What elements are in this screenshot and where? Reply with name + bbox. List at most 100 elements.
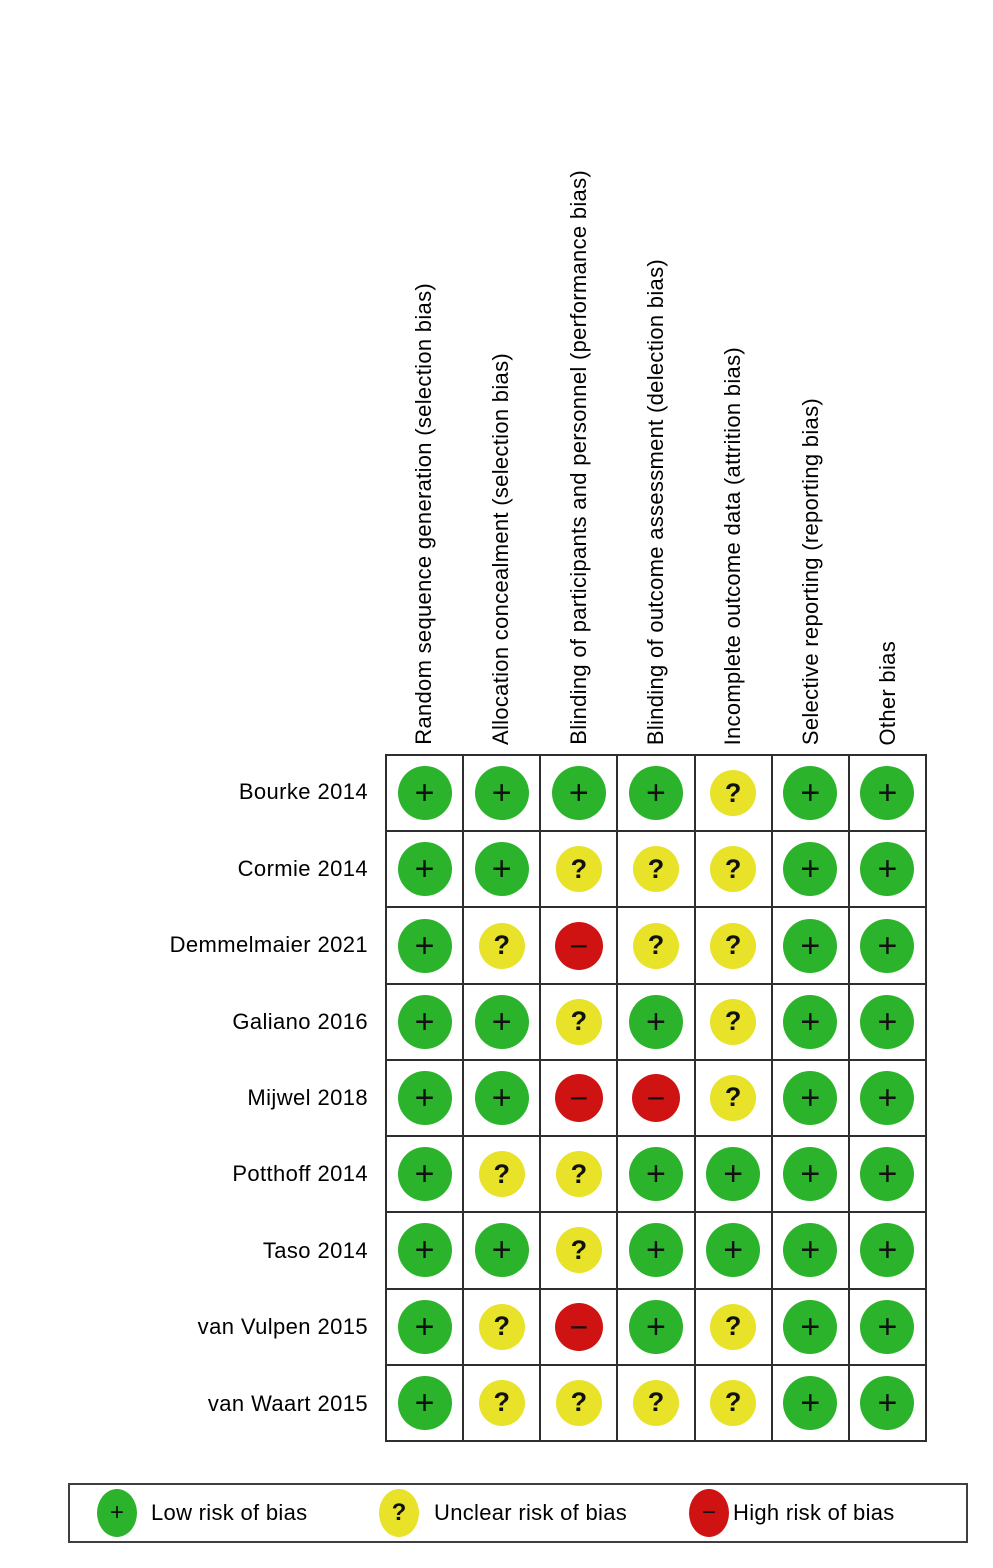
- grid-cell: ?: [618, 908, 694, 983]
- grid-cell: ?: [695, 756, 771, 831]
- grid-cell: ?: [464, 1289, 540, 1364]
- grid-cell: ?: [618, 1365, 694, 1440]
- grid-cell: +: [618, 1289, 694, 1364]
- row-label: van Vulpen 2015: [197, 1314, 368, 1340]
- low-risk-icon: +: [628, 994, 683, 1049]
- grid-cell: ?: [695, 984, 771, 1059]
- column-header: Other bias: [875, 640, 901, 746]
- unclear-risk-icon: ?: [710, 998, 757, 1045]
- low-risk-icon: +: [783, 1375, 838, 1430]
- grid-cell: +: [541, 756, 617, 831]
- row-label: Demmelmaier 2021: [169, 932, 368, 958]
- grid-cell: +: [618, 984, 694, 1059]
- column-header: Incomplete outcome data (attrition bias): [720, 346, 746, 745]
- unclear-risk-icon: ?: [710, 770, 757, 817]
- row-label: Cormie 2014: [237, 855, 368, 881]
- legend: + Low risk of bias ? Unclear risk of bia…: [68, 1483, 968, 1543]
- grid-cell: +: [387, 908, 463, 983]
- grid-cell: −: [541, 908, 617, 983]
- high-risk-icon: −: [554, 1302, 603, 1351]
- grid-cell: +: [387, 1060, 463, 1136]
- grid-cell: ?: [695, 1060, 771, 1136]
- low-risk-icon: +: [397, 1223, 452, 1278]
- low-risk-legend-label: Low risk of bias: [151, 1500, 308, 1525]
- unclear-risk-icon: ?: [710, 1303, 757, 1350]
- grid-cell: −: [541, 1060, 617, 1136]
- low-risk-icon: +: [397, 1070, 452, 1125]
- low-risk-icon: +: [860, 1070, 915, 1125]
- grid-cell: ?: [695, 832, 771, 907]
- low-risk-icon: +: [397, 1147, 452, 1202]
- grid-cell: +: [387, 1213, 463, 1288]
- low-risk-icon: +: [860, 766, 915, 821]
- column-header: Blinding of outcome assessment (delectio…: [643, 258, 668, 745]
- grid-cell: ?: [464, 1365, 540, 1440]
- unclear-risk-icon: ?: [710, 846, 757, 893]
- row-label: Galiano 2016: [232, 1008, 368, 1034]
- low-risk-icon: +: [628, 1147, 683, 1202]
- unclear-risk-icon: ?: [632, 922, 679, 969]
- grid-cell: +: [618, 1213, 694, 1288]
- grid-cell: ?: [541, 832, 617, 907]
- grid-cell: ?: [541, 984, 617, 1059]
- high-risk-icon: −: [554, 921, 603, 970]
- unclear-risk-icon: ?: [710, 1379, 757, 1426]
- low-risk-icon: +: [706, 1147, 761, 1202]
- grid-cell: +: [464, 1060, 540, 1136]
- grid-cell: +: [772, 984, 848, 1059]
- grid-cell: +: [387, 832, 463, 907]
- low-risk-icon: +: [783, 766, 838, 821]
- unclear-risk-legend-icon: ?: [379, 1489, 419, 1537]
- grid-cell: +: [772, 1289, 848, 1364]
- low-risk-icon: +: [628, 766, 683, 821]
- grid-cell: +: [618, 1137, 694, 1212]
- high-risk-legend-label: High risk of bias: [733, 1500, 895, 1525]
- row-label: Mijwel 2018: [247, 1084, 368, 1110]
- low-risk-icon: +: [783, 1147, 838, 1202]
- low-risk-icon: +: [860, 918, 915, 973]
- unclear-risk-icon: ?: [710, 1074, 757, 1121]
- unclear-risk-icon: ?: [478, 1379, 525, 1426]
- column-header: Random sequence generation (selection bi…: [410, 283, 436, 745]
- low-risk-icon: +: [397, 842, 452, 897]
- grid-cell: +: [772, 1060, 848, 1136]
- unclear-risk-icon: ?: [555, 1379, 602, 1426]
- low-risk-icon: +: [783, 1070, 838, 1125]
- low-risk-icon: +: [551, 766, 606, 821]
- high-risk-icon: −: [554, 1073, 603, 1122]
- risk-of-bias-table: + + + +? + + + +??? + + +? −?? + + + +? +? + + + + − −? + + +?? + +…: [385, 754, 927, 1442]
- row-label: Taso 2014: [262, 1237, 368, 1263]
- low-risk-icon: +: [474, 1223, 529, 1278]
- grid-cell: +: [772, 832, 848, 907]
- grid-cell: +: [849, 1289, 925, 1364]
- row-label: Bourke 2014: [238, 779, 368, 805]
- grid-cell: +: [849, 832, 925, 907]
- low-risk-icon: +: [397, 994, 452, 1049]
- grid-cell: +: [387, 1365, 463, 1440]
- grid-cell: +: [464, 1213, 540, 1288]
- low-risk-icon: +: [860, 1147, 915, 1202]
- low-risk-icon: +: [628, 1223, 683, 1278]
- grid-cell: ?: [695, 1289, 771, 1364]
- low-risk-icon: +: [783, 1223, 838, 1278]
- grid-cell: +: [772, 1365, 848, 1440]
- row-label: Potthoff 2014: [232, 1161, 368, 1187]
- grid-cell: +: [695, 1213, 771, 1288]
- grid-cell: +: [464, 832, 540, 907]
- grid-cell: ?: [464, 1137, 540, 1212]
- column-header: Allocation concealment (selection bias): [488, 352, 514, 745]
- grid-cell: +: [772, 908, 848, 983]
- grid-cell: −: [541, 1289, 617, 1364]
- grid-cell: +: [695, 1137, 771, 1212]
- low-risk-icon: +: [474, 994, 529, 1049]
- low-risk-icon: +: [474, 1070, 529, 1125]
- high-risk-legend-icon: −: [689, 1489, 729, 1537]
- grid-cell: +: [849, 984, 925, 1059]
- low-risk-icon: +: [397, 918, 452, 973]
- grid-cell: +: [464, 756, 540, 831]
- unclear-risk-icon: ?: [555, 998, 602, 1045]
- grid-cell: +: [387, 756, 463, 831]
- grid-cell: ?: [541, 1213, 617, 1288]
- unclear-risk-icon: ?: [555, 1151, 602, 1198]
